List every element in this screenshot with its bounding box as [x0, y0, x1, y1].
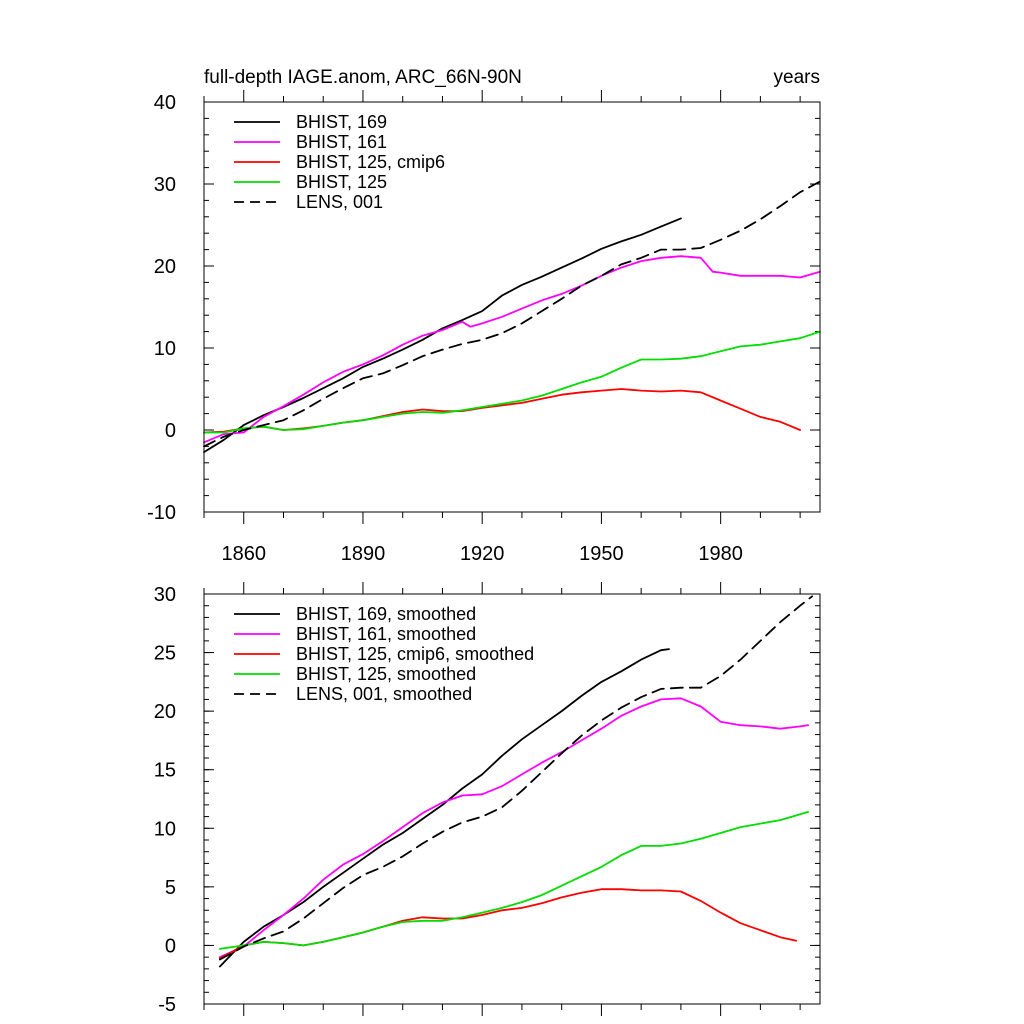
bottom-y-tick-label: 30	[154, 584, 176, 606]
top-series-line-3	[203, 330, 821, 434]
bottom-series	[219, 595, 813, 968]
top-y-tick-label: 10	[154, 338, 176, 360]
top-x-tick-label: 1950	[579, 543, 624, 565]
bottom-plot-frame	[203, 593, 821, 1005]
bottom-series-line-0	[219, 648, 670, 968]
top-x-tick-label: 1980	[698, 543, 743, 565]
top-series-line-4	[203, 180, 821, 448]
bottom-y-tick-label: 25	[154, 643, 176, 665]
top-plot-frame	[203, 101, 821, 513]
top-legend-label: LENS, 001	[296, 192, 383, 212]
top-chart-title: full-depth IAGE.anom, ARC_66N-90N	[204, 67, 522, 88]
bottom-legend-label: BHIST, 169, smoothed	[296, 604, 476, 624]
bottom-legend-label: BHIST, 125, cmip6, smoothed	[296, 644, 534, 664]
top-legend-label: BHIST, 169	[296, 112, 387, 132]
top-x-tick-label: 1860	[221, 543, 266, 565]
top-chart-units: years	[774, 67, 820, 88]
bottom-legend-label: BHIST, 161, smoothed	[296, 624, 476, 644]
top-series-line-1	[203, 255, 821, 444]
bottom-series-line-3	[219, 811, 809, 950]
bottom-y-tick-label: 5	[165, 877, 176, 899]
top-y-tick-label: 20	[154, 256, 176, 278]
top-x-tick-labels: 1860 1890 1920 1950 1980	[221, 543, 742, 565]
top-y-tick-label: 0	[165, 420, 176, 442]
top-x-tick-label: 1920	[460, 543, 505, 565]
top-series-line-0	[203, 217, 682, 453]
top-series	[203, 180, 821, 453]
bottom-series-line-1	[219, 697, 809, 958]
top-legend-label: BHIST, 125	[296, 172, 387, 192]
top-legend-label: BHIST, 125, cmip6	[296, 152, 445, 172]
top-y-tick-label: 30	[154, 174, 176, 196]
top-y-tick-label: -10	[147, 502, 176, 524]
bottom-legend-label: LENS, 001, smoothed	[296, 684, 472, 704]
bottom-y-tick-labels: -5 0 5 10 15 20 25 30	[154, 584, 176, 1016]
top-y-tick-label: 40	[154, 92, 176, 114]
top-y-tick-labels: -10 0 10 20 30 40	[147, 92, 176, 524]
top-series-line-2	[203, 388, 801, 434]
bottom-y-tick-label: 10	[154, 818, 176, 840]
bottom-series-line-4	[219, 595, 813, 961]
bottom-legend-label: BHIST, 125, smoothed	[296, 664, 476, 684]
bottom-y-tick-label: 15	[154, 760, 176, 782]
bottom-y-tick-label: 0	[165, 935, 176, 957]
top-x-tick-label: 1890	[341, 543, 386, 565]
bottom-y-tick-label: 20	[154, 701, 176, 723]
top-panel: full-depth IAGE.anom, ARC_66N-90N years …	[147, 67, 821, 565]
top-legend-label: BHIST, 161	[296, 132, 387, 152]
bottom-y-tick-label: -5	[158, 994, 176, 1016]
